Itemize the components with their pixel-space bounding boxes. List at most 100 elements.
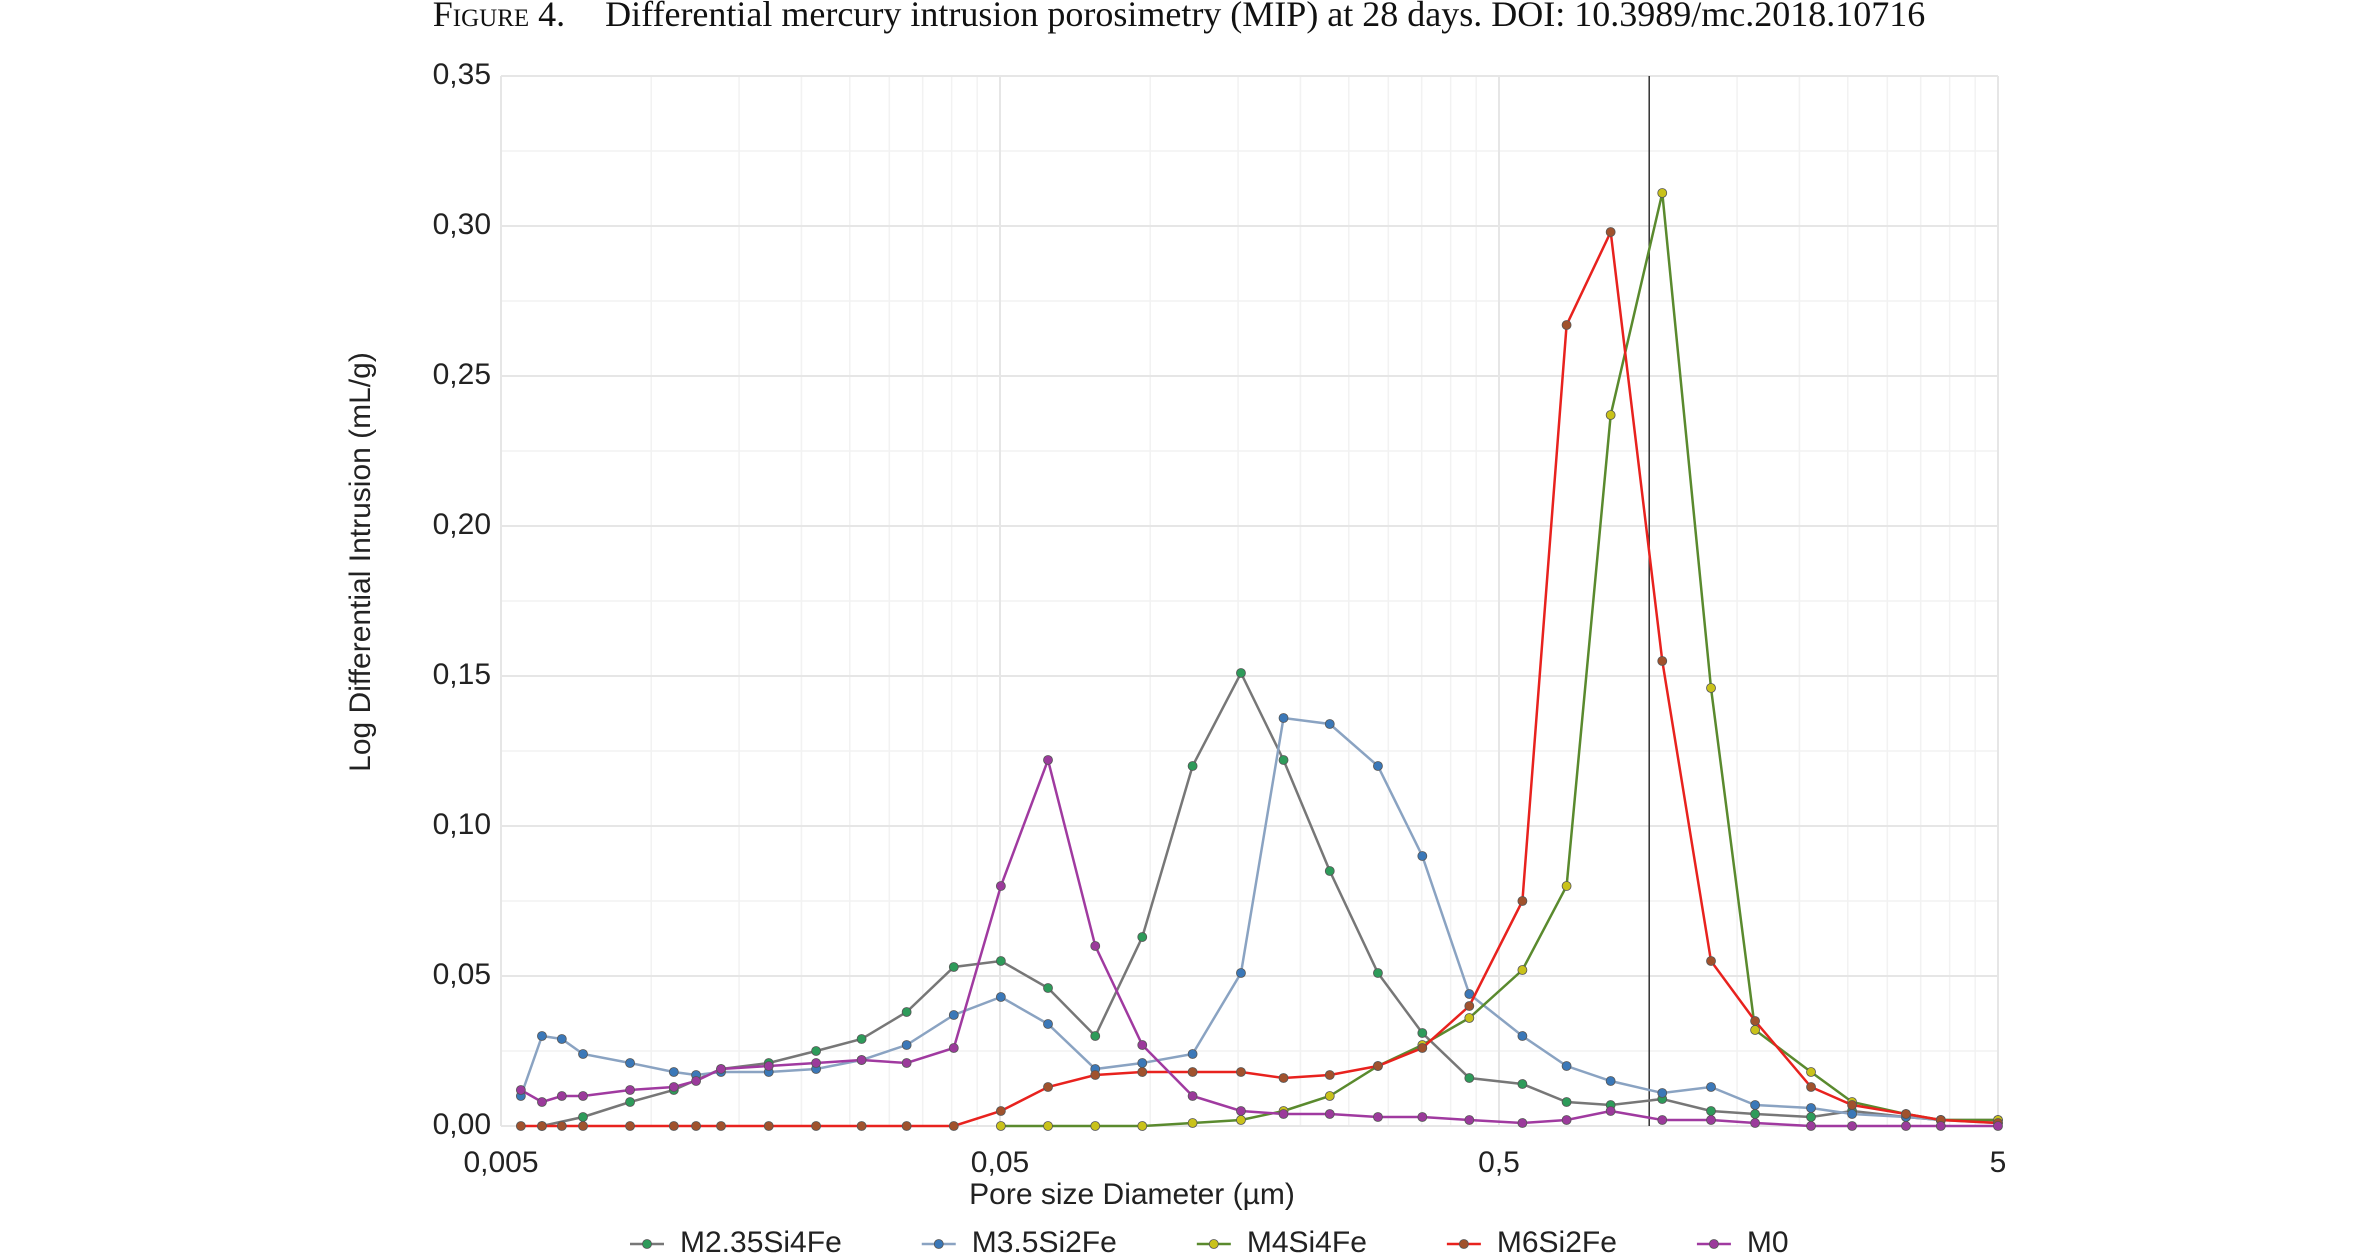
data-point (1324, 719, 1335, 729)
data-point (901, 1040, 912, 1050)
data-point (1806, 1082, 1816, 1092)
title-text: Differential mercury intrusion porosimet… (605, 0, 1925, 34)
data-point (537, 1031, 547, 1041)
x-axis-label: Pore size Diameter (µm) (969, 1178, 1295, 1211)
series-line (1000, 192, 1998, 1128)
data-point (1187, 1091, 1198, 1101)
data-point (668, 1067, 679, 1077)
data-point (1373, 968, 1383, 978)
data-point (1561, 320, 1572, 330)
data-point (1517, 1079, 1528, 1089)
data-point (1137, 1058, 1148, 1068)
data-point (1373, 1061, 1383, 1071)
data-point (948, 1121, 959, 1131)
data-point (1657, 1088, 1668, 1098)
data-point (995, 1121, 1006, 1131)
data-point (1278, 713, 1289, 723)
data-point (691, 1076, 701, 1086)
data-point (1236, 1115, 1246, 1125)
data-point (1561, 1097, 1572, 1107)
data-point (901, 1007, 912, 1017)
x-tick-label: 0,005 (463, 1146, 538, 1179)
data-point (1278, 755, 1289, 765)
data-point (948, 962, 959, 972)
data-point (1750, 1109, 1760, 1119)
legend-marker (642, 1239, 652, 1249)
legend-marker (1709, 1239, 1719, 1249)
data-point (1847, 1100, 1857, 1110)
series-line (541, 670, 1998, 1128)
y-axis-label: Log Differential Intrusion (mL/g) (344, 352, 377, 772)
data-point (995, 1106, 1006, 1116)
legend: M2.35Si4Fe M3.5Si2Fe M4Si4Fe M6Si2Fe M0 (630, 1226, 1789, 1254)
data-point (1043, 1082, 1053, 1092)
x-tick-label: 5 (1990, 1146, 2007, 1179)
data-point (515, 1085, 526, 1095)
data-point (1605, 410, 1616, 420)
data-point (716, 1064, 726, 1074)
data-point (537, 1121, 547, 1131)
data-point (856, 1121, 867, 1131)
data-point (1847, 1109, 1857, 1119)
data-point (1090, 1031, 1101, 1041)
data-point (1236, 968, 1246, 978)
data-point (763, 1121, 774, 1131)
data-point (1324, 1109, 1335, 1119)
data-point (1373, 1112, 1383, 1122)
data-point (1605, 1076, 1616, 1086)
legend-marker (933, 1239, 944, 1249)
data-point (1901, 1109, 1911, 1119)
data-point (668, 1082, 679, 1092)
series-line (519, 716, 1999, 1125)
data-point (1417, 851, 1428, 861)
data-point (1464, 1115, 1475, 1125)
data-point (1236, 668, 1246, 678)
data-point (811, 1058, 821, 1068)
data-point (1137, 932, 1148, 942)
data-point (1187, 761, 1198, 771)
data-point (1847, 1121, 1857, 1131)
data-point (1043, 755, 1053, 765)
data-point (1561, 1115, 1572, 1125)
data-point (1464, 989, 1475, 999)
data-point (1236, 1106, 1246, 1116)
data-point (1090, 1070, 1101, 1080)
legend-label: M6Si2Fe (1497, 1226, 1617, 1254)
legend-label: M0 (1747, 1226, 1789, 1254)
data-point (1137, 1040, 1148, 1050)
data-point (1464, 1013, 1475, 1023)
grid (500, 75, 1999, 1127)
data-point (1517, 1031, 1528, 1041)
data-point (1706, 683, 1716, 693)
data-point (1324, 1091, 1335, 1101)
x-tick-label: 0,05 (971, 1146, 1029, 1179)
y-tick-label: 0,05 (433, 958, 491, 991)
data-point (1806, 1121, 1816, 1131)
data-point (1517, 1118, 1528, 1128)
data-point (1706, 956, 1716, 966)
data-point (1187, 1118, 1198, 1128)
data-point (537, 1097, 547, 1107)
data-point (1137, 1067, 1148, 1077)
data-point (1561, 881, 1572, 891)
data-point (1706, 1082, 1716, 1092)
data-point (556, 1121, 567, 1131)
data-point (625, 1121, 635, 1131)
data-point (1806, 1067, 1816, 1077)
data-point (1657, 188, 1668, 198)
data-point (901, 1058, 912, 1068)
data-point (515, 1121, 526, 1131)
data-point (1464, 1073, 1475, 1083)
data-point (1657, 1115, 1668, 1125)
data-point (1750, 1016, 1760, 1026)
data-point (1137, 1121, 1148, 1131)
data-point (856, 1055, 867, 1065)
data-point (1706, 1106, 1716, 1116)
data-point (1417, 1028, 1428, 1038)
data-point (1706, 1115, 1716, 1125)
y-tick-label: 0,35 (433, 58, 491, 91)
data-point (1373, 761, 1383, 771)
data-point (691, 1121, 701, 1131)
legend-marker (1208, 1239, 1219, 1249)
